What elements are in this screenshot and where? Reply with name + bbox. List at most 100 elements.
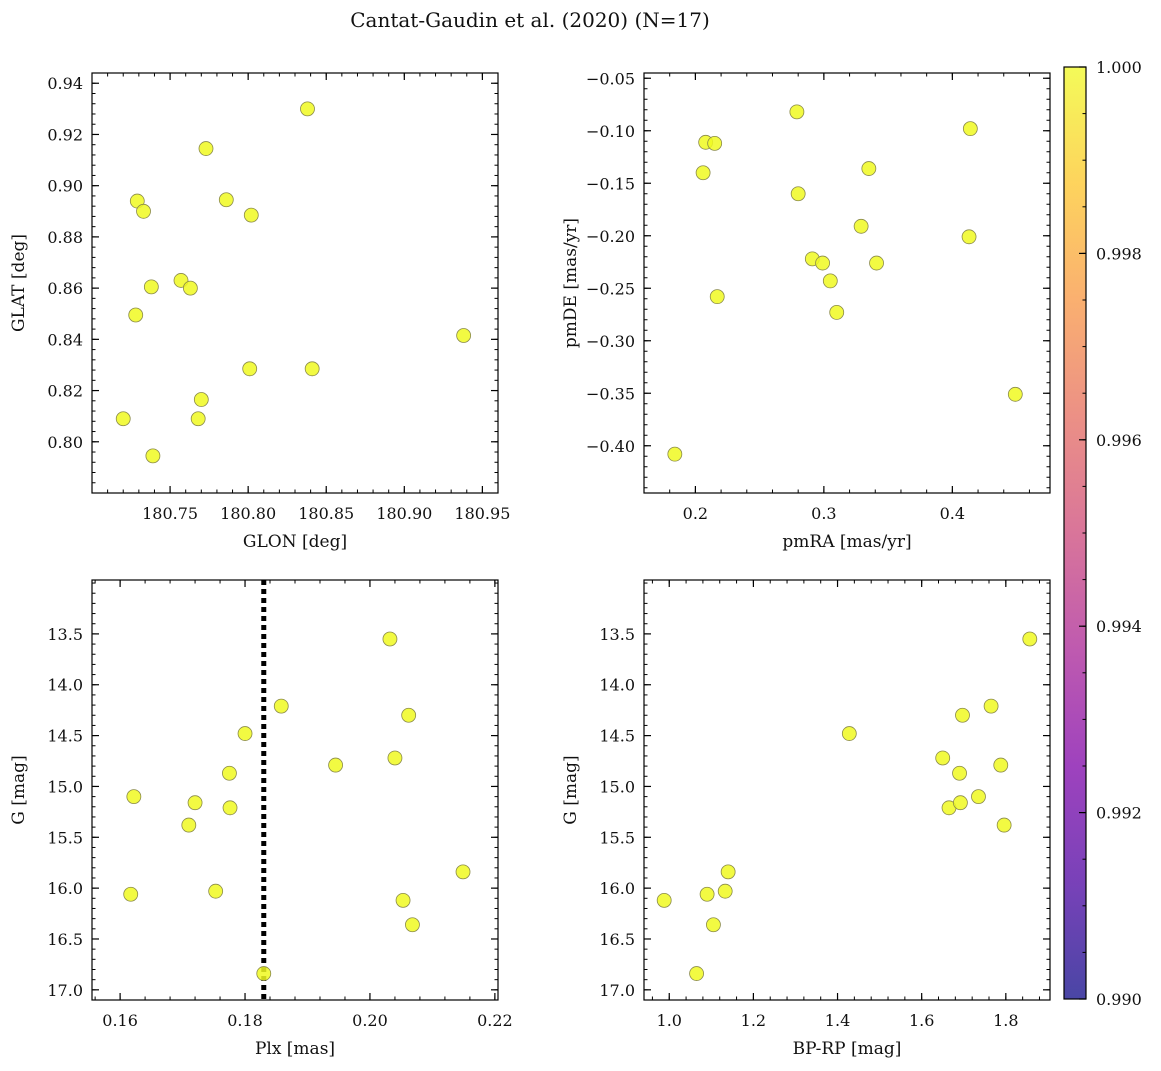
y-tick-label: 17.0	[599, 981, 635, 1000]
scatter-point	[193, 392, 209, 407]
pmra-pmde-panel: 0.2 0.3 0.4 −0.40 −0.35 −0.30 −0.25 −0.20 −0.15 −…	[561, 69, 1051, 552]
scatter-point	[1022, 631, 1038, 647]
y-tick-label: 14.5	[599, 727, 635, 746]
scatter-point	[136, 203, 151, 219]
x-tick-label: 0.22	[477, 1011, 513, 1030]
scatter-point	[198, 141, 214, 156]
scatter-point	[869, 255, 884, 271]
y-axis-label: G [mag]	[9, 755, 29, 824]
y-tick-label: 0.82	[47, 382, 83, 401]
x-tick-label: 0.4	[940, 504, 965, 523]
y-tick-label: 0.92	[47, 125, 83, 144]
scatter-point	[935, 750, 951, 766]
scatter-point	[143, 279, 159, 295]
x-tick-label: 1.4	[825, 1011, 850, 1030]
y-tick-label: 15.0	[599, 777, 635, 796]
y-tick-label: 15.5	[47, 828, 83, 847]
scatter-point	[242, 361, 258, 377]
scatter-point	[222, 800, 238, 816]
colorbar-tick-label: 0.994	[1096, 617, 1142, 636]
scatter-point	[405, 917, 420, 933]
scatter-point	[181, 817, 197, 833]
y-tick-label: 13.5	[47, 625, 83, 644]
y-tick-label: −0.15	[586, 174, 635, 193]
x-axis-label: Plx [mas]	[255, 1039, 335, 1059]
scatter-point	[208, 883, 224, 899]
scatter-point	[699, 886, 715, 902]
scatter-point	[190, 411, 206, 427]
x-tick-label: 0.18	[227, 1011, 263, 1030]
y-tick-label: 16.0	[47, 879, 83, 898]
scatter-point	[841, 726, 857, 741]
y-axis-label: GLAT [deg]	[9, 234, 29, 332]
scatter-point	[395, 892, 411, 908]
scatter-point	[182, 280, 198, 296]
y-axis-label: G [mag]	[561, 755, 581, 824]
y-tick-label: 15.5	[599, 828, 635, 847]
y-tick-label: 15.0	[47, 777, 83, 796]
x-tick-label: 1.6	[909, 1011, 934, 1030]
y-tick-label: 0.80	[47, 433, 83, 452]
x-tick-label: 1.2	[741, 1011, 766, 1030]
scatter-point	[128, 307, 144, 323]
scatter-point	[401, 707, 417, 723]
scatter-point	[853, 218, 869, 234]
scatter-point	[115, 411, 131, 427]
colorbar: 0.990 0.992 0.994 0.996 0.998 1.000	[1063, 58, 1142, 1009]
scatter-point	[955, 707, 970, 723]
colorbar-tick-label: 0.992	[1096, 804, 1142, 823]
colorbar-tick-label: 1.000	[1096, 58, 1142, 77]
y-tick-label: 0.94	[47, 74, 83, 93]
scatter-point	[382, 631, 398, 647]
scatter-point	[667, 446, 683, 462]
scatter-point	[1007, 386, 1023, 402]
axes-frame	[643, 579, 1051, 1001]
y-tick-label: 16.5	[599, 930, 635, 949]
axes-frame	[91, 72, 499, 494]
y-tick-label: −0.25	[586, 279, 635, 298]
scatter-point	[789, 104, 805, 120]
colorbar-gradient	[1064, 67, 1086, 999]
scatter-point	[996, 817, 1012, 833]
y-tick-label: 0.86	[47, 279, 83, 298]
x-axis-label: BP-RP [mag]	[793, 1039, 902, 1059]
y-tick-label: 14.0	[599, 676, 635, 695]
scatter-point	[256, 966, 272, 981]
scatter-point	[145, 448, 161, 464]
scatter-point	[328, 757, 344, 773]
scatter-point	[387, 750, 403, 766]
scatter-point	[187, 795, 203, 811]
scatter-point	[709, 289, 725, 305]
scatter-point	[273, 698, 289, 714]
scatter-point	[304, 361, 320, 377]
colorbar-tick-label: 0.996	[1096, 431, 1142, 450]
scatter-point	[243, 207, 259, 223]
axes-frame	[91, 579, 499, 1001]
x-tick-label: 1.0	[657, 1011, 682, 1030]
y-tick-label: −0.10	[586, 122, 635, 141]
scatter-point	[952, 795, 968, 811]
x-axis-label: pmRA [mas/yr]	[782, 532, 911, 552]
x-tick-label: 0.3	[811, 504, 836, 523]
scatter-point	[126, 789, 142, 805]
scatter-point	[706, 917, 721, 933]
scatter-point	[456, 328, 472, 343]
scatter-point	[237, 726, 253, 741]
scatter-point	[717, 883, 733, 899]
scatter-point	[656, 892, 672, 908]
y-tick-label: 0.84	[47, 330, 83, 349]
y-tick-label: 13.5	[599, 625, 635, 644]
scatter-point	[707, 135, 723, 151]
scatter-point	[829, 304, 845, 320]
x-tick-label: 180.85	[298, 504, 354, 523]
bprp-g-panel: 1.0 1.2 1.4 1.6 1.8 13.5 14.0 14.5 15.0 15.5 16.0 1…	[561, 579, 1051, 1059]
y-tick-label: 0.90	[47, 177, 83, 196]
y-tick-label: 17.0	[47, 981, 83, 1000]
scatter-point	[790, 186, 806, 202]
scatter-point	[222, 765, 237, 781]
x-axis-label: GLON [deg]	[243, 532, 347, 552]
y-tick-label: 14.0	[47, 676, 83, 695]
colorbar-tick-label: 0.998	[1096, 244, 1142, 263]
colorbar-tick-label: 0.990	[1096, 990, 1142, 1009]
